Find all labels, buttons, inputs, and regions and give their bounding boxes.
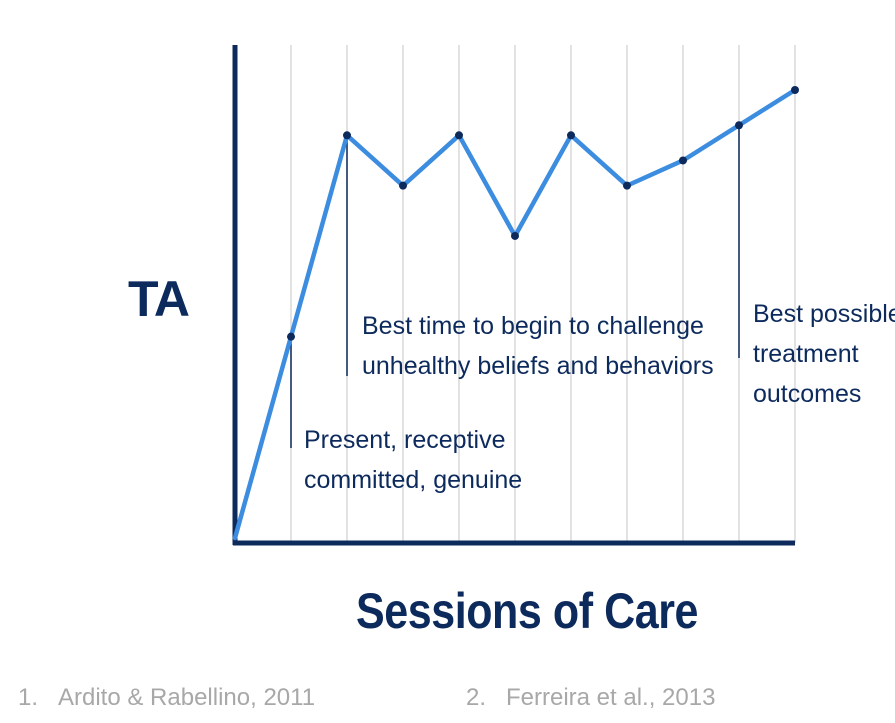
reference-item: 1. Ardito & Rabellino, 2011 bbox=[18, 684, 315, 712]
axes bbox=[232, 45, 795, 546]
annotation-leaders bbox=[290, 125, 740, 448]
annotation-best-outcomes: Best possible treatment outcomes bbox=[753, 294, 895, 414]
reference-item: 2. Ferreira et al., 2013 bbox=[466, 684, 715, 712]
annotation-best-time: Best time to begin to challenge unhealth… bbox=[362, 306, 714, 386]
reference-text: Ardito & Rabellino, 2011 bbox=[58, 684, 316, 711]
annotation-line: treatment bbox=[753, 340, 859, 368]
data-point bbox=[567, 131, 575, 140]
annotation-line: Best possible bbox=[753, 300, 895, 328]
data-point bbox=[679, 156, 687, 165]
data-point bbox=[343, 131, 351, 140]
data-point bbox=[623, 181, 631, 190]
data-point bbox=[455, 131, 463, 140]
reference-number: 1. bbox=[18, 684, 39, 711]
data-point bbox=[287, 332, 295, 341]
references: 1. Ardito & Rabellino, 2011 2. Ferreira et… bbox=[0, 684, 895, 720]
annotation-line: committed, genuine bbox=[304, 466, 523, 494]
y-axis-label: TA bbox=[128, 271, 190, 327]
annotation-line: unhealthy beliefs and behaviors bbox=[362, 352, 714, 380]
annotation-line: Present, receptive bbox=[304, 426, 506, 454]
x-axis-label: Sessions of Care bbox=[356, 583, 699, 639]
annotation-line: outcomes bbox=[753, 380, 862, 408]
annotation-line: Best time to begin to challenge bbox=[362, 312, 704, 340]
annotation-present-receptive: Present, receptive committed, genuine bbox=[304, 420, 522, 500]
data-point bbox=[511, 231, 519, 240]
data-point bbox=[399, 181, 407, 190]
reference-text: Ferreira et al., 2013 bbox=[506, 684, 716, 711]
data-point bbox=[791, 86, 799, 94]
data-point bbox=[735, 121, 743, 130]
reference-number: 2. bbox=[466, 684, 487, 711]
data-points bbox=[287, 86, 799, 341]
